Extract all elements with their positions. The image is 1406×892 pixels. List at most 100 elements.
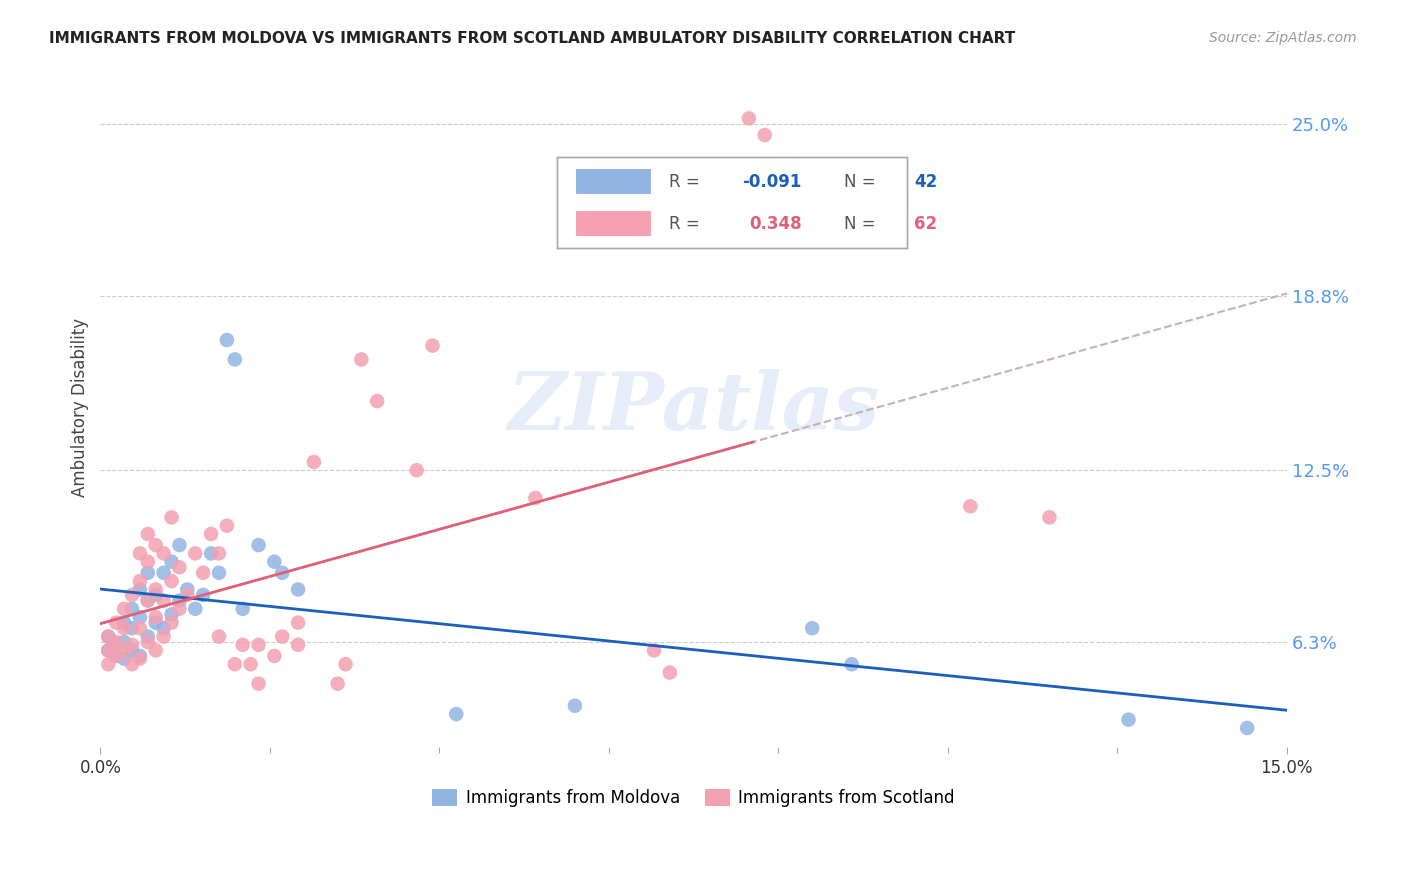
Point	[350, 352, 373, 367]
Point	[302, 455, 325, 469]
Point	[232, 638, 254, 652]
Point	[1236, 721, 1258, 735]
Point	[136, 555, 159, 569]
Point	[97, 643, 120, 657]
Point	[128, 648, 150, 663]
Point	[105, 635, 128, 649]
Point	[112, 651, 135, 665]
Point	[564, 698, 586, 713]
Point	[169, 538, 191, 552]
Point	[97, 657, 120, 672]
Point	[145, 588, 167, 602]
Point	[160, 574, 183, 588]
Point	[263, 555, 285, 569]
Point	[208, 566, 231, 580]
Point	[97, 643, 120, 657]
Text: IMMIGRANTS FROM MOLDOVA VS IMMIGRANTS FROM SCOTLAND AMBULATORY DISABILITY CORREL: IMMIGRANTS FROM MOLDOVA VS IMMIGRANTS FR…	[49, 31, 1015, 46]
Point	[105, 648, 128, 663]
Point	[841, 657, 863, 672]
Point	[152, 593, 174, 607]
Point	[112, 643, 135, 657]
Point	[208, 546, 231, 560]
Point	[128, 651, 150, 665]
Point	[128, 582, 150, 597]
Point	[128, 621, 150, 635]
Point	[145, 582, 167, 597]
Point	[422, 338, 444, 352]
Point	[97, 630, 120, 644]
Point	[200, 527, 222, 541]
Point	[224, 352, 246, 367]
Point	[128, 610, 150, 624]
Point	[160, 615, 183, 630]
Point	[160, 555, 183, 569]
Point	[184, 546, 207, 560]
Point	[105, 638, 128, 652]
Point	[959, 500, 981, 514]
Point	[287, 582, 309, 597]
Point	[184, 602, 207, 616]
Point	[224, 657, 246, 672]
Point	[121, 588, 143, 602]
Point	[326, 676, 349, 690]
Point	[152, 621, 174, 635]
Point	[121, 638, 143, 652]
Point	[112, 621, 135, 635]
Point	[247, 676, 270, 690]
Text: ZIPatlas: ZIPatlas	[508, 369, 880, 447]
Point	[176, 588, 198, 602]
Point	[105, 615, 128, 630]
Point	[121, 657, 143, 672]
Point	[97, 630, 120, 644]
Point	[136, 593, 159, 607]
Point	[524, 491, 547, 505]
Point	[271, 630, 294, 644]
Point	[446, 707, 468, 722]
Point	[271, 566, 294, 580]
Point	[335, 657, 357, 672]
Point	[287, 638, 309, 652]
Point	[112, 615, 135, 630]
Point	[136, 630, 159, 644]
Point	[643, 643, 665, 657]
Point	[239, 657, 262, 672]
Point	[1118, 713, 1140, 727]
Point	[247, 638, 270, 652]
Point	[152, 566, 174, 580]
Point	[754, 128, 776, 142]
Point	[105, 648, 128, 663]
Text: Source: ZipAtlas.com: Source: ZipAtlas.com	[1209, 31, 1357, 45]
Point	[152, 630, 174, 644]
Point	[121, 643, 143, 657]
Point	[160, 607, 183, 622]
Point	[247, 538, 270, 552]
Point	[366, 394, 388, 409]
Point	[128, 546, 150, 560]
Point	[145, 643, 167, 657]
Point	[738, 112, 761, 126]
Point	[152, 546, 174, 560]
Point	[208, 630, 231, 644]
Point	[128, 574, 150, 588]
Point	[658, 665, 681, 680]
Point	[215, 518, 238, 533]
Point	[1038, 510, 1060, 524]
Point	[145, 610, 167, 624]
Point	[136, 635, 159, 649]
Point	[405, 463, 427, 477]
Point	[112, 635, 135, 649]
Point	[176, 582, 198, 597]
Point	[121, 602, 143, 616]
Y-axis label: Ambulatory Disability: Ambulatory Disability	[72, 318, 89, 498]
Legend: Immigrants from Moldova, Immigrants from Scotland: Immigrants from Moldova, Immigrants from…	[426, 782, 962, 814]
Point	[193, 588, 215, 602]
Point	[145, 538, 167, 552]
Point	[232, 602, 254, 616]
Point	[121, 621, 143, 635]
Point	[160, 510, 183, 524]
Point	[200, 546, 222, 560]
Point	[112, 602, 135, 616]
Point	[801, 621, 824, 635]
Point	[287, 615, 309, 630]
Point	[169, 602, 191, 616]
